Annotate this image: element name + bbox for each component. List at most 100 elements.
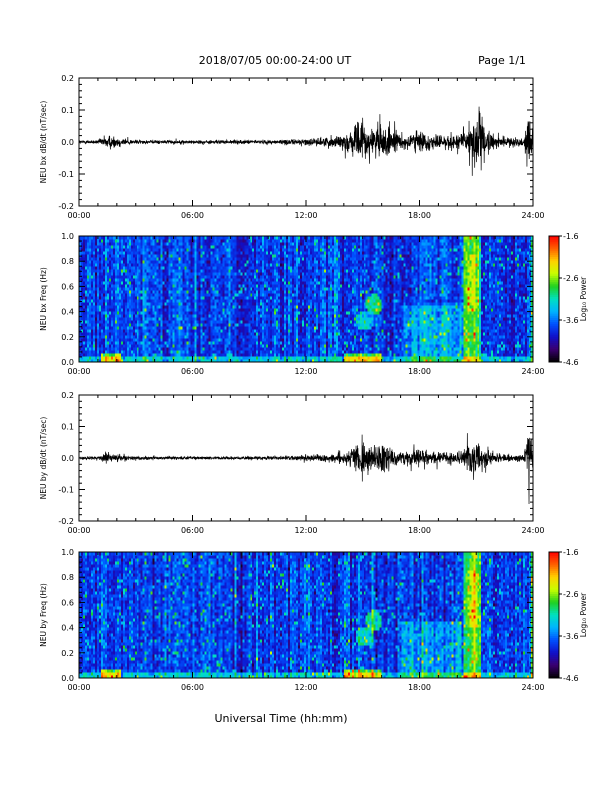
spectrogram-cell — [236, 242, 239, 246]
page-indicator: Page 1/1 — [478, 54, 526, 67]
spectrogram-cell — [124, 302, 128, 306]
spectrogram-cell — [88, 338, 92, 342]
spectrogram-cell — [138, 254, 142, 258]
spectrogram-cell — [184, 329, 187, 333]
spectrogram-cell — [84, 278, 88, 282]
spectrogram-cell — [208, 359, 211, 363]
spectrogram-cell — [80, 314, 84, 318]
spectrogram-cell — [120, 323, 124, 327]
spectrogram-cell — [166, 242, 169, 246]
spectrogram-cell — [140, 326, 144, 330]
spectrogram-cell — [142, 308, 146, 312]
spectrogram-cell — [248, 242, 251, 246]
spectrogram-cell — [198, 281, 201, 285]
spectrogram-cell — [276, 245, 279, 249]
spectrogram-cell — [124, 353, 128, 357]
spectrogram-cell — [294, 245, 297, 249]
spectrogram-cell — [304, 245, 307, 249]
spectrogram-cell — [268, 281, 271, 285]
spectrogram-cell — [220, 299, 223, 303]
spectrogram-cell — [258, 242, 261, 246]
spectrogram-cell — [188, 260, 191, 264]
spectrogram-cell — [108, 317, 112, 321]
spectrogram-cell — [292, 359, 295, 363]
spectrogram-cell — [108, 341, 112, 345]
spectrogram-cell — [306, 329, 309, 333]
spectrogram-cell — [218, 326, 221, 330]
spectrogram-cell — [82, 266, 86, 270]
spectrogram-cell — [222, 287, 225, 291]
spectrogram-cell — [90, 302, 94, 306]
spectrogram-cell — [224, 263, 227, 267]
spectrogram-cell — [250, 332, 253, 336]
spectrogram-cell — [298, 287, 301, 291]
spectrogram-cell — [242, 308, 245, 312]
spectrogram-cell — [178, 329, 181, 333]
spectrogram-cell — [246, 257, 249, 261]
spectrogram-cell — [232, 260, 235, 264]
spectrogram-cell — [309, 332, 313, 336]
spectrogram-cell — [114, 359, 118, 363]
spectrogram-cell — [88, 260, 92, 264]
spectrogram-cell — [142, 260, 146, 264]
spectrogram-cell — [280, 299, 283, 303]
spectrogram-cell — [274, 314, 277, 318]
spectrogram-cell — [274, 299, 277, 303]
spectrogram-cell — [300, 356, 303, 360]
spectrogram-cell — [176, 290, 179, 294]
spectrogram-cell — [122, 263, 126, 267]
spectrogram-cell — [170, 245, 173, 249]
spectrogram-cell — [192, 320, 195, 324]
spectrogram-cell — [130, 236, 134, 240]
spectrogram-cell — [268, 341, 271, 345]
spectrogram-cell — [290, 293, 293, 297]
spectrogram-cell — [214, 287, 217, 291]
spectrogram-cell — [246, 260, 249, 264]
spectrogram-cell — [302, 350, 305, 354]
spectrogram-cell — [98, 269, 102, 273]
spectrogram-cell — [94, 353, 98, 357]
spectrogram-cell — [240, 344, 243, 348]
spectrogram-cell — [176, 272, 179, 276]
spectrogram-cell — [140, 248, 144, 252]
spectrogram-cell — [266, 260, 269, 264]
spectrogram-cell — [128, 248, 132, 252]
spectrogram-cell — [84, 263, 88, 267]
spectrogram-cell — [300, 272, 303, 276]
spectrogram-cell — [192, 308, 195, 312]
spectrogram-cell — [208, 305, 211, 309]
spectrogram-cell — [248, 350, 251, 354]
spectrogram-cell — [264, 314, 267, 318]
spectrogram-cell — [256, 323, 259, 327]
spectrogram-cell — [174, 317, 177, 321]
spectrogram-cell — [294, 308, 297, 312]
spectrogram-cell — [164, 326, 167, 330]
spectrogram-cell — [307, 326, 311, 330]
spectrogram-cell — [278, 344, 281, 348]
spectrogram-cell — [262, 284, 265, 288]
spectrogram-cell — [302, 263, 305, 267]
spectrogram-cell — [162, 278, 165, 282]
spectrogram-cell — [250, 239, 253, 243]
spectrogram-cell — [298, 272, 301, 276]
spectrogram-cell — [108, 242, 112, 246]
spectrogram-cell — [104, 290, 108, 294]
spectrogram-cell — [296, 266, 299, 270]
spectrogram-cell — [150, 323, 153, 327]
spectrogram-cell — [92, 353, 96, 357]
spectrogram-cell — [304, 329, 307, 333]
spectrogram-cell — [82, 257, 86, 261]
spectrogram-cell — [220, 293, 223, 297]
spectrogram-cell — [276, 263, 279, 267]
spectrogram-cell — [140, 299, 144, 303]
spectrogram-cell — [218, 269, 221, 273]
spectrogram-cell — [178, 239, 181, 243]
spectrogram-cell — [198, 245, 201, 249]
spectrogram-cell — [180, 299, 183, 303]
spectrogram-cell — [168, 284, 171, 288]
spectrogram-cell — [222, 299, 225, 303]
spectrogram-cell — [270, 347, 273, 351]
spectrogram-cell — [192, 242, 195, 246]
spectrogram-cell — [182, 320, 185, 324]
y-tick-label: 0.1 — [61, 106, 74, 115]
